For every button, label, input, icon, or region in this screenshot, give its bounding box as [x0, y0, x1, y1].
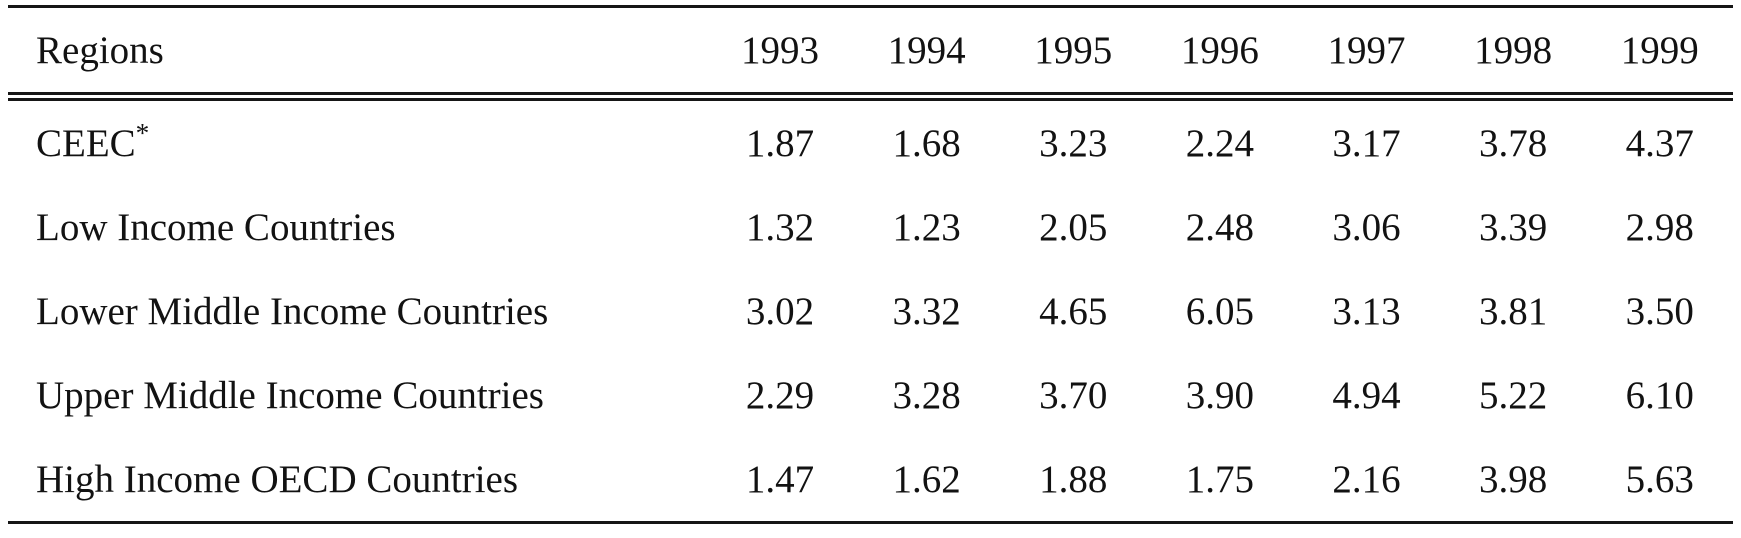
region-cell: Low Income Countries	[36, 205, 396, 249]
column-header-1997: 1997	[1293, 6, 1440, 101]
value-cell: 1.88	[1039, 457, 1108, 501]
value-cell: 4.94	[1332, 373, 1401, 417]
table-row: CEEC* 1.87 1.68 3.23 2.24 3.17 3.78 4.37	[8, 97, 1733, 186]
value-cell: 2.29	[745, 373, 815, 417]
value-cell: 1.23	[892, 205, 961, 249]
region-cell: Lower Middle Income Countries	[36, 289, 549, 333]
value-cell: 3.02	[745, 289, 815, 333]
value-cell: 2.48	[1185, 205, 1254, 249]
value-cell: 3.90	[1185, 373, 1254, 417]
value-cell: 3.28	[892, 373, 961, 417]
value-cell: 3.81	[1478, 289, 1548, 333]
column-header-1995: 1995	[999, 6, 1147, 101]
value-cell: 2.24	[1185, 121, 1254, 165]
value-cell: 3.78	[1478, 121, 1548, 165]
value-cell: 6.05	[1185, 289, 1254, 333]
value-cell: 1.32	[745, 205, 815, 249]
table-row: Upper Middle Income Countries 2.29 3.28 …	[8, 353, 1733, 437]
value-cell: 2.16	[1332, 457, 1401, 501]
value-cell: 3.98	[1478, 457, 1548, 501]
value-cell: 5.22	[1478, 373, 1548, 417]
value-cell: 2.98	[1625, 205, 1694, 249]
value-cell: 1.62	[892, 457, 961, 501]
column-header-regions: Regions	[8, 6, 707, 101]
table-row: Low Income Countries 1.32 1.23 2.05 2.48…	[8, 185, 1733, 269]
column-header-1993: 1993	[706, 6, 854, 101]
value-cell: 3.13	[1332, 289, 1401, 333]
regions-by-year-table: Regions 1993 1994 1995 1996 1997 1998 19…	[8, 5, 1733, 524]
value-cell: 1.68	[892, 121, 961, 165]
table-body: CEEC* 1.87 1.68 3.23 2.24 3.17 3.78 4.37…	[8, 97, 1733, 523]
value-cell: 1.75	[1185, 457, 1254, 501]
value-cell: 4.37	[1625, 121, 1694, 165]
value-cell: 3.06	[1332, 205, 1401, 249]
value-cell: 4.65	[1039, 289, 1108, 333]
value-cell: 1.47	[745, 457, 815, 501]
table-row: Lower Middle Income Countries 3.02 3.32 …	[8, 269, 1733, 353]
value-cell: 3.50	[1625, 289, 1694, 333]
value-cell: 5.63	[1625, 457, 1694, 501]
value-cell: 6.10	[1625, 373, 1694, 417]
table-row: High Income OECD Countries 1.47 1.62 1.8…	[8, 437, 1733, 523]
column-header-1999: 1999	[1586, 6, 1733, 101]
value-cell: 3.70	[1039, 373, 1108, 417]
value-cell: 2.05	[1039, 205, 1108, 249]
value-cell: 3.17	[1332, 121, 1401, 165]
column-header-1994: 1994	[853, 6, 1000, 101]
region-cell: CEEC*	[36, 117, 150, 165]
table-header-row: Regions 1993 1994 1995 1996 1997 1998 19…	[8, 6, 1733, 101]
value-cell: 3.23	[1039, 121, 1108, 165]
column-header-1996: 1996	[1146, 6, 1294, 101]
value-cell: 1.87	[745, 121, 815, 165]
region-cell: Upper Middle Income Countries	[36, 373, 544, 417]
column-header-1998: 1998	[1439, 6, 1587, 101]
value-cell: 3.32	[892, 289, 961, 333]
value-cell: 3.39	[1478, 205, 1548, 249]
region-cell: High Income OECD Countries	[36, 457, 519, 501]
footnote-marker: *	[135, 117, 150, 148]
